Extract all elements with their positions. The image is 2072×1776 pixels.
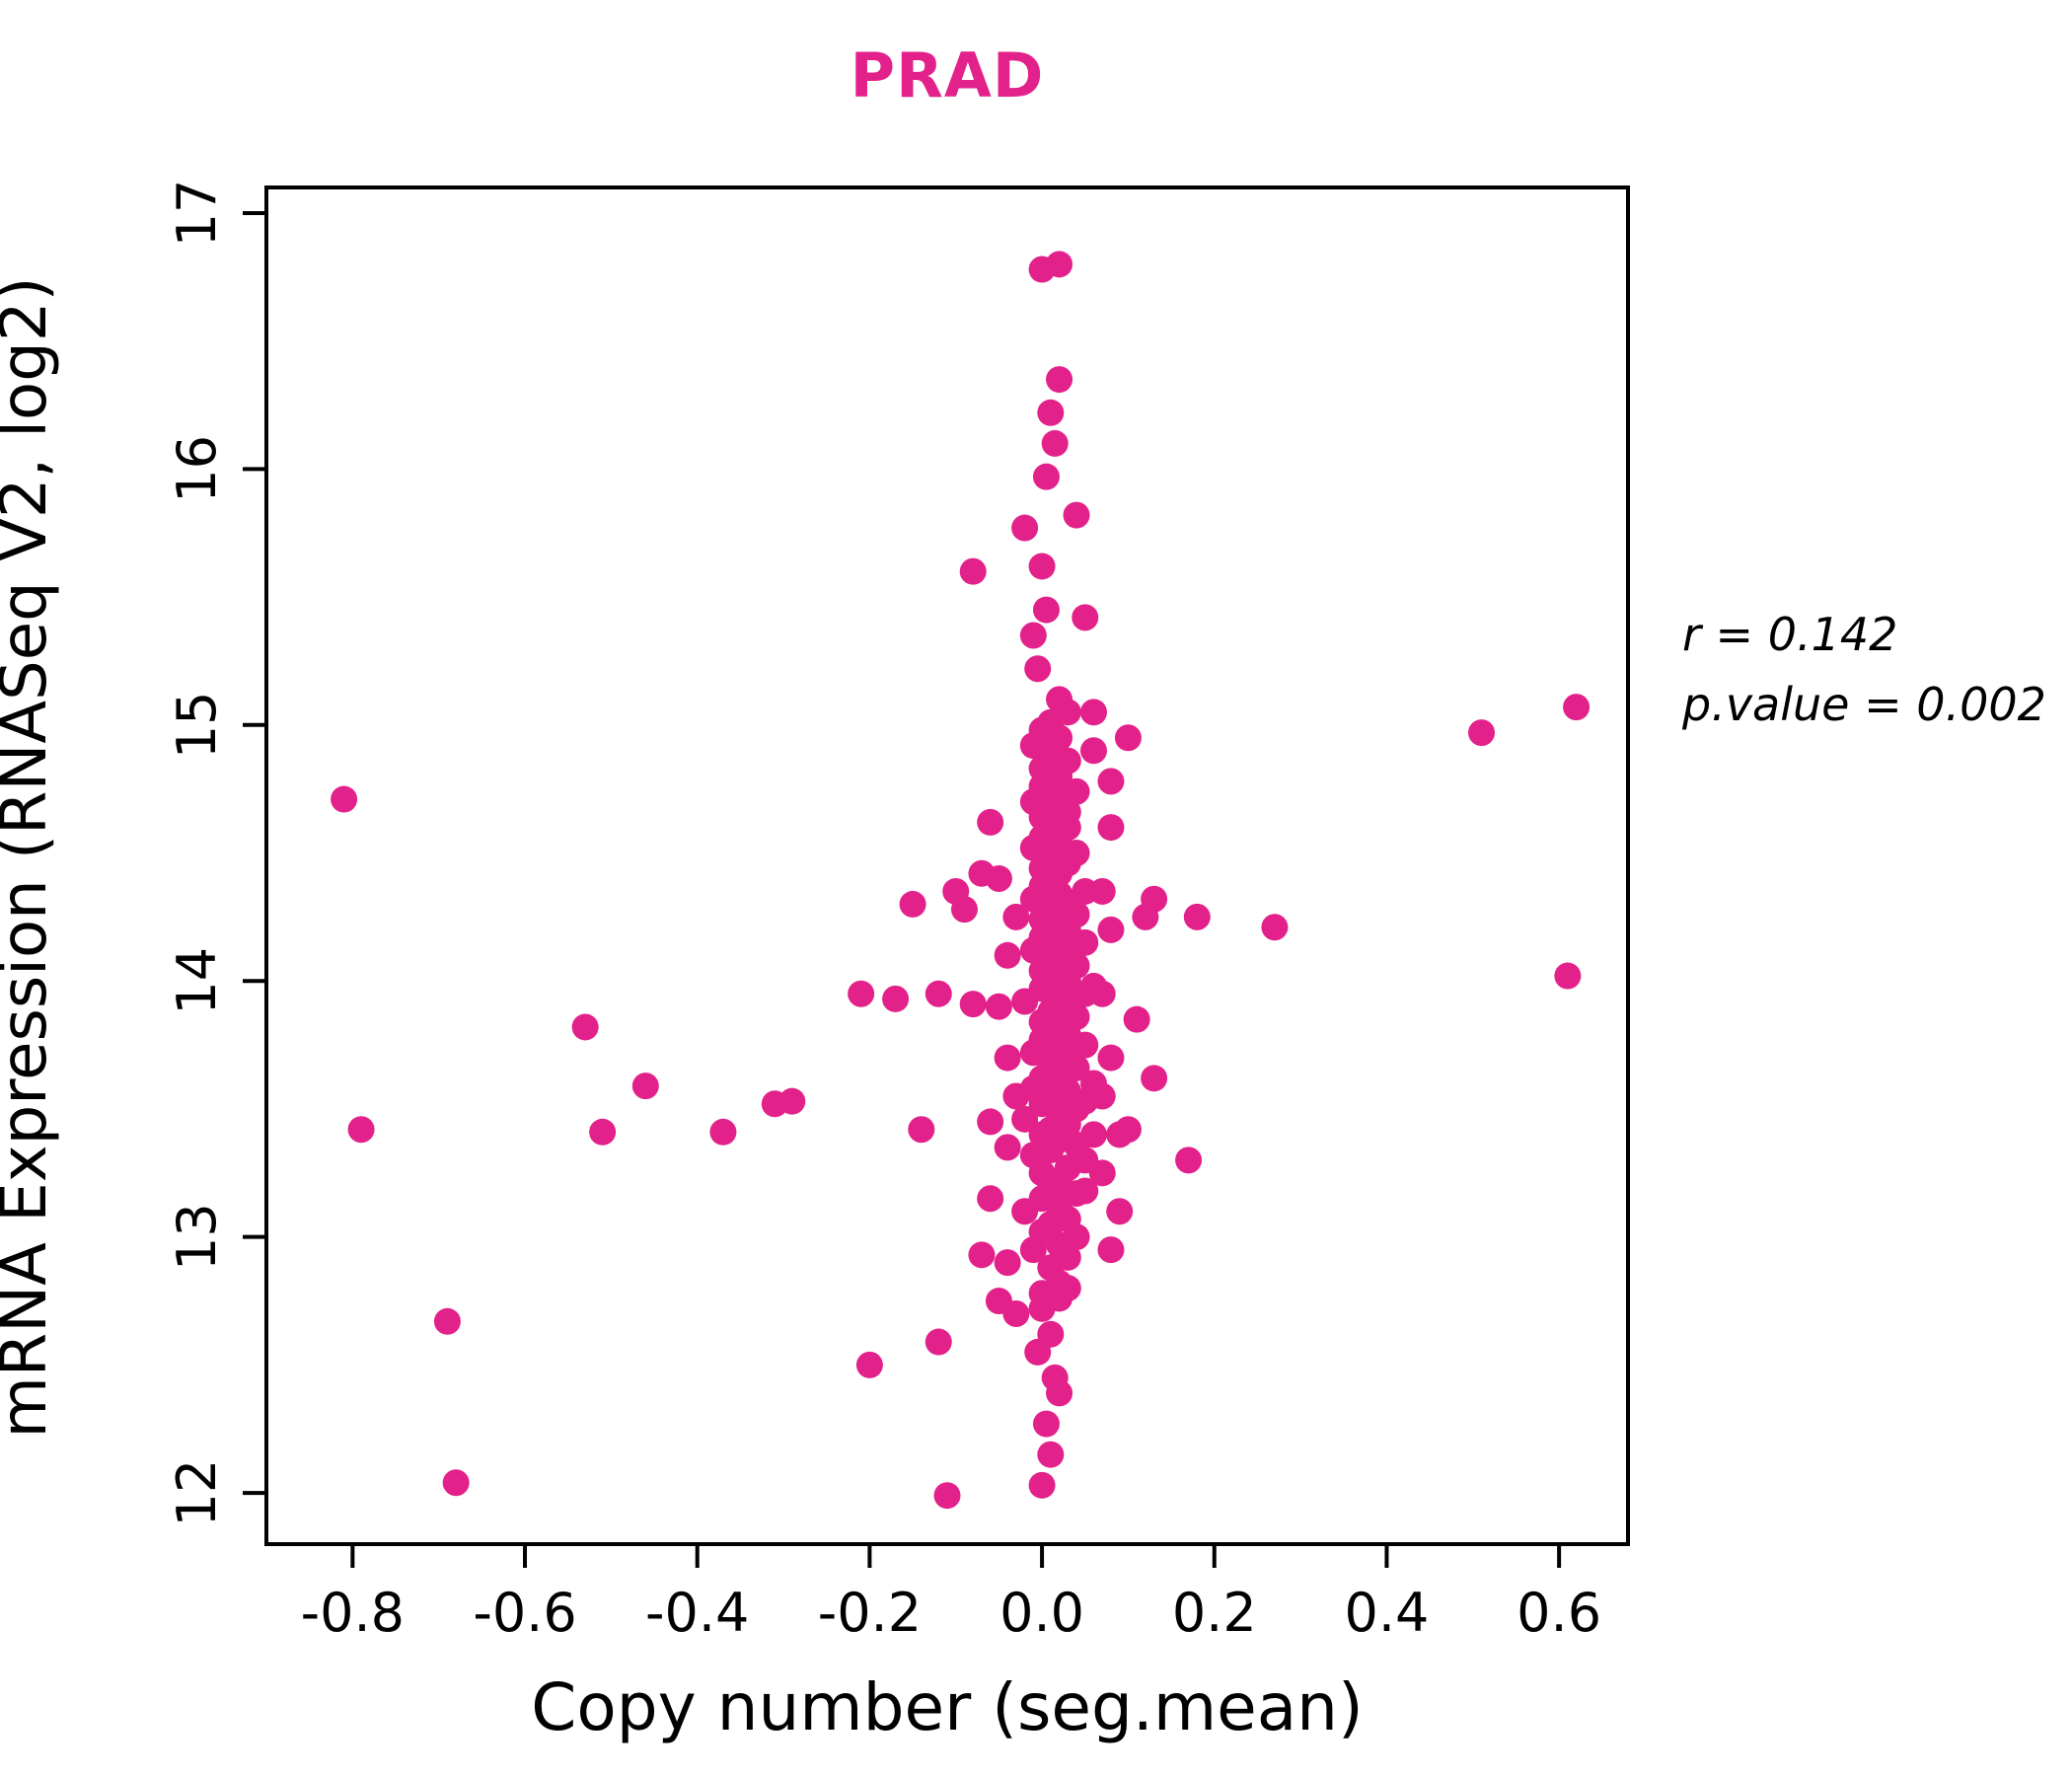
- y-tick-label: 12: [166, 1459, 228, 1527]
- data-point: [1097, 1236, 1125, 1264]
- data-point: [589, 1118, 617, 1146]
- data-point: [977, 1185, 1004, 1213]
- data-point: [1072, 1177, 1099, 1205]
- data-point: [347, 1116, 375, 1144]
- data-point: [433, 1307, 461, 1335]
- data-point: [1041, 429, 1069, 457]
- data-point: [1028, 553, 1056, 580]
- x-tick-label: -0.2: [818, 1582, 922, 1644]
- data-point: [933, 1482, 961, 1510]
- data-point: [1097, 916, 1125, 943]
- data-point: [1063, 501, 1090, 529]
- data-point: [1097, 1044, 1125, 1072]
- data-point: [1554, 962, 1582, 990]
- data-point: [1079, 1121, 1107, 1148]
- data-point: [778, 1087, 806, 1115]
- data-point: [1141, 1065, 1168, 1092]
- data-point: [977, 1108, 1004, 1136]
- data-point: [985, 993, 1012, 1020]
- y-axis-label: mRNA Expression (RNASeq V2, log2): [0, 276, 61, 1439]
- data-point: [1261, 914, 1289, 941]
- data-point: [1011, 514, 1039, 542]
- data-point: [1079, 737, 1107, 765]
- x-tick-label: 0.4: [1344, 1582, 1429, 1644]
- x-tick-label: 0.0: [999, 1582, 1084, 1644]
- data-point: [1046, 686, 1073, 713]
- data-point: [631, 1073, 659, 1100]
- data-point: [848, 980, 875, 1007]
- data-point: [1037, 1320, 1065, 1348]
- y-tick-label: 14: [166, 947, 228, 1015]
- data-point: [994, 1134, 1021, 1161]
- y-tick-label: 15: [166, 691, 228, 759]
- data-point: [985, 864, 1012, 892]
- data-point: [1063, 777, 1090, 805]
- data-point: [1032, 463, 1060, 490]
- y-tick-label: 13: [166, 1203, 228, 1271]
- data-point: [1037, 399, 1065, 426]
- data-point: [908, 1116, 935, 1144]
- data-point: [1079, 972, 1107, 999]
- data-point: [1019, 622, 1047, 649]
- data-point: [1132, 903, 1159, 930]
- data-point: [1468, 719, 1496, 747]
- data-point: [855, 1351, 883, 1378]
- data-point: [1046, 366, 1073, 394]
- plot-box: [264, 185, 1630, 1546]
- x-tick-label: -0.4: [645, 1582, 749, 1644]
- data-point: [1028, 1471, 1056, 1499]
- data-point: [1175, 1147, 1203, 1174]
- data-point: [959, 557, 987, 585]
- data-point: [1032, 596, 1060, 624]
- y-tick-label: 17: [166, 180, 228, 248]
- data-point: [1097, 768, 1125, 795]
- data-point: [1123, 1005, 1150, 1033]
- data-point: [925, 1328, 952, 1356]
- x-tick-label: 0.2: [1172, 1582, 1257, 1644]
- data-point: [1002, 903, 1030, 930]
- data-point: [1114, 724, 1142, 752]
- data-point: [925, 980, 952, 1007]
- data-point: [1072, 877, 1099, 905]
- data-point: [994, 1249, 1021, 1277]
- data-point: [1011, 1105, 1039, 1133]
- data-point: [709, 1118, 737, 1146]
- data-point: [950, 896, 978, 924]
- data-point: [442, 1469, 470, 1497]
- data-point: [882, 985, 910, 1012]
- data-point: [1079, 699, 1107, 726]
- data-point: [1032, 1410, 1060, 1438]
- data-point: [1024, 655, 1052, 683]
- data-point: [968, 1241, 996, 1269]
- data-point: [1046, 251, 1073, 278]
- data-point: [331, 785, 358, 813]
- x-tick-label: -0.6: [473, 1582, 576, 1644]
- data-point: [994, 1044, 1021, 1072]
- correlation-annotation: r = 0.142 p.value = 0.002: [1682, 600, 2046, 741]
- data-point: [1037, 1441, 1065, 1468]
- chart-title: PRAD: [850, 39, 1045, 111]
- x-tick-label: -0.8: [301, 1582, 405, 1644]
- data-point: [899, 890, 926, 918]
- data-point: [1183, 903, 1211, 930]
- data-point: [1097, 814, 1125, 842]
- p-value-text: p.value = 0.002: [1682, 678, 2046, 732]
- data-point: [977, 808, 1004, 836]
- data-point: [1563, 694, 1591, 721]
- data-point: [959, 991, 987, 1018]
- data-point: [1106, 1121, 1134, 1148]
- data-point: [571, 1013, 599, 1041]
- data-point: [1106, 1198, 1134, 1225]
- x-tick-label: 0.6: [1517, 1582, 1601, 1644]
- r-value-text: r = 0.142: [1682, 608, 1898, 661]
- data-point: [994, 941, 1021, 969]
- y-tick-label: 16: [166, 435, 228, 503]
- data-point: [1002, 1300, 1030, 1328]
- data-point: [1072, 604, 1099, 631]
- data-point: [1079, 1070, 1107, 1097]
- data-point: [1041, 1364, 1069, 1391]
- x-axis-label: Copy number (seg.mean): [531, 1669, 1364, 1745]
